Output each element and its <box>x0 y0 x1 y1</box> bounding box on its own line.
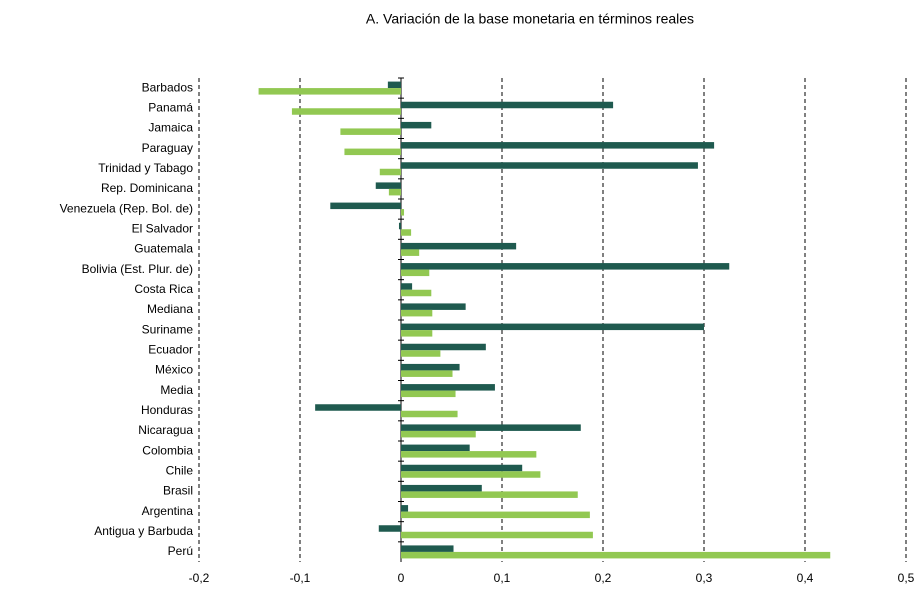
bar <box>401 249 420 256</box>
bar <box>401 343 486 351</box>
bar <box>401 491 578 498</box>
bar <box>401 330 433 337</box>
bar <box>401 142 715 149</box>
bar <box>401 229 412 236</box>
y-tick-label: Bolivia (Est. Plur. de) <box>82 262 193 276</box>
y-tick-label: Chile <box>166 463 194 477</box>
bar <box>401 444 470 452</box>
x-tick-label: 0,3 <box>696 571 713 585</box>
bar <box>344 148 401 156</box>
bar <box>401 303 466 310</box>
bar <box>401 464 523 472</box>
bar <box>330 202 401 210</box>
bar <box>401 209 405 216</box>
y-tick-label: Venezuela (Rep. Bol. de) <box>60 201 193 215</box>
bar <box>401 263 730 270</box>
x-tick-label: 0,1 <box>494 571 511 585</box>
y-tick-label: México <box>155 363 193 377</box>
x-tick-label: -0,2 <box>189 571 210 585</box>
y-tick-label: Honduras <box>141 403 193 417</box>
bar <box>291 108 401 115</box>
bar <box>401 121 432 129</box>
bar <box>315 404 401 411</box>
y-tick-label: Colombia <box>142 443 193 457</box>
bar <box>379 168 401 176</box>
y-tick-label: Media <box>160 383 193 397</box>
y-tick-label: Jamaica <box>148 121 193 135</box>
y-tick-label: El Salvador <box>132 221 193 235</box>
bar <box>378 525 401 532</box>
y-tick-label: Panamá <box>148 100 193 114</box>
x-tick-label: -0,1 <box>290 571 311 585</box>
bar <box>398 222 401 230</box>
y-tick-label: Mediana <box>147 302 193 316</box>
x-tick-label: 0,4 <box>797 571 814 585</box>
bar <box>401 484 482 492</box>
bar <box>401 424 581 431</box>
bar <box>401 384 495 391</box>
y-tick-label: Guatemala <box>134 242 193 256</box>
y-tick-label: Rep. Dominicana <box>101 181 193 195</box>
bar <box>258 88 401 95</box>
bar <box>387 81 401 89</box>
bar <box>401 430 476 438</box>
bar <box>401 162 698 169</box>
bar <box>388 188 401 196</box>
bar <box>401 283 413 290</box>
y-tick-label: Perú <box>168 544 193 558</box>
bar <box>401 350 441 357</box>
y-tick-label: Barbados <box>142 80 193 94</box>
bar <box>401 323 704 331</box>
bar <box>401 545 454 552</box>
y-tick-label: Nicaragua <box>138 423 193 437</box>
bar <box>401 370 453 377</box>
y-tick-label: Trinidad y Tabago <box>98 161 193 175</box>
y-tick-label: Ecuador <box>148 342 193 356</box>
bar <box>401 101 614 109</box>
chart-title: A. Variación de la base monetaria en tér… <box>366 11 694 27</box>
bar <box>401 289 432 297</box>
y-tick-label: Antigua y Barbuda <box>94 524 193 538</box>
y-tick-label: Costa Rica <box>134 282 193 296</box>
bar <box>401 410 458 418</box>
y-tick-label: Argentina <box>142 504 194 518</box>
x-tick-label: 0,5 <box>898 571 915 585</box>
y-tick-label: Paraguay <box>142 141 193 155</box>
bar <box>401 242 517 250</box>
bar <box>401 390 456 398</box>
bar <box>401 269 430 277</box>
bar <box>401 531 593 539</box>
bar <box>401 471 541 478</box>
y-tick-label: Suriname <box>142 322 194 336</box>
y-tick-label: Brasil <box>163 484 193 498</box>
bar <box>340 128 401 135</box>
bar <box>401 363 460 371</box>
bar <box>375 182 401 189</box>
bar <box>401 451 537 458</box>
bar <box>401 551 831 559</box>
x-tick-label: 0 <box>398 571 405 585</box>
bar <box>401 309 433 317</box>
x-tick-label: 0,2 <box>595 571 612 585</box>
bar <box>401 511 590 519</box>
bar <box>401 505 409 512</box>
